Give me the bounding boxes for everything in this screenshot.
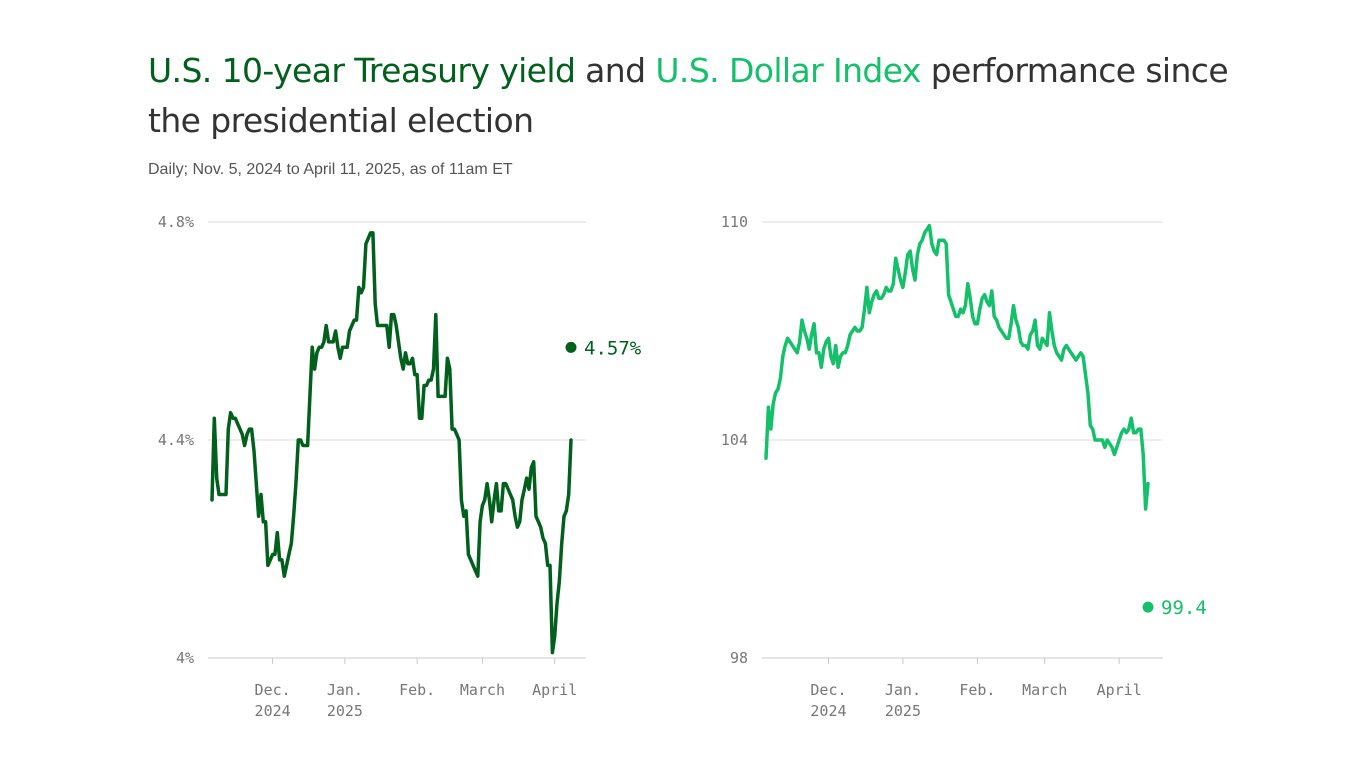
treasury-yield-chart: 4.8% 4.4% 4% Dec. 2024 Jan. 2025 Feb. March April… (158, 213, 642, 720)
dollar-x-tick-label: Dec. (810, 681, 846, 699)
treasury-x-tick-label: Dec. (255, 681, 291, 699)
dollar-x-tick-year-label: 2024 (810, 702, 846, 720)
treasury-x-tick-year-label: 2025 (327, 702, 363, 720)
treasury-x-tick-label: March (460, 681, 505, 699)
treasury-series-line (210, 231, 573, 655)
treasury-x-tick-label: Feb. (399, 681, 435, 699)
chart-title: U.S. 10-year Treasury yield and U.S. Dol… (148, 46, 1268, 146)
dollar-x-tick-year-label: 2025 (885, 702, 921, 720)
dollar-end-point (1142, 601, 1154, 613)
dollar-series-line (764, 223, 1150, 511)
treasury-x-tick-label: April (532, 681, 577, 699)
dollar-x-tick-label: Jan. (885, 681, 921, 699)
dollar-index-chart: 110 104 98 Dec. 2024 Jan. 2025 Feb. March April 99… (721, 213, 1207, 720)
treasury-y-tick-label: 4.8% (158, 213, 194, 231)
dollar-y-tick-label: 110 (721, 213, 748, 231)
dollar-y-tick-label: 104 (721, 431, 748, 449)
title-and-part: and (575, 51, 656, 90)
title-treasury-part: U.S. 10-year Treasury yield (148, 51, 576, 90)
treasury-y-tick-label: 4.4% (158, 431, 194, 449)
treasury-x-tick-label: Jan. (327, 681, 363, 699)
title-dollar-part: U.S. Dollar Index (655, 51, 921, 90)
treasury-x-tick-year-label: 2024 (255, 702, 291, 720)
dollar-end-value-label: 99.4 (1161, 597, 1207, 619)
title-rest-part: performance since the presidential elect… (148, 51, 1229, 140)
dollar-x-tick-label: March (1022, 681, 1067, 699)
dollar-x-tick-label: April (1097, 681, 1142, 699)
dollar-x-tick-label: Feb. (959, 681, 995, 699)
dollar-y-tick-label: 98 (730, 649, 748, 667)
treasury-end-point (565, 341, 577, 353)
chart-subtitle: Daily; Nov. 5, 2024 to April 11, 2025, a… (148, 161, 513, 178)
treasury-end-value-label: 4.57% (584, 337, 642, 359)
treasury-y-tick-label: 4% (176, 649, 194, 667)
